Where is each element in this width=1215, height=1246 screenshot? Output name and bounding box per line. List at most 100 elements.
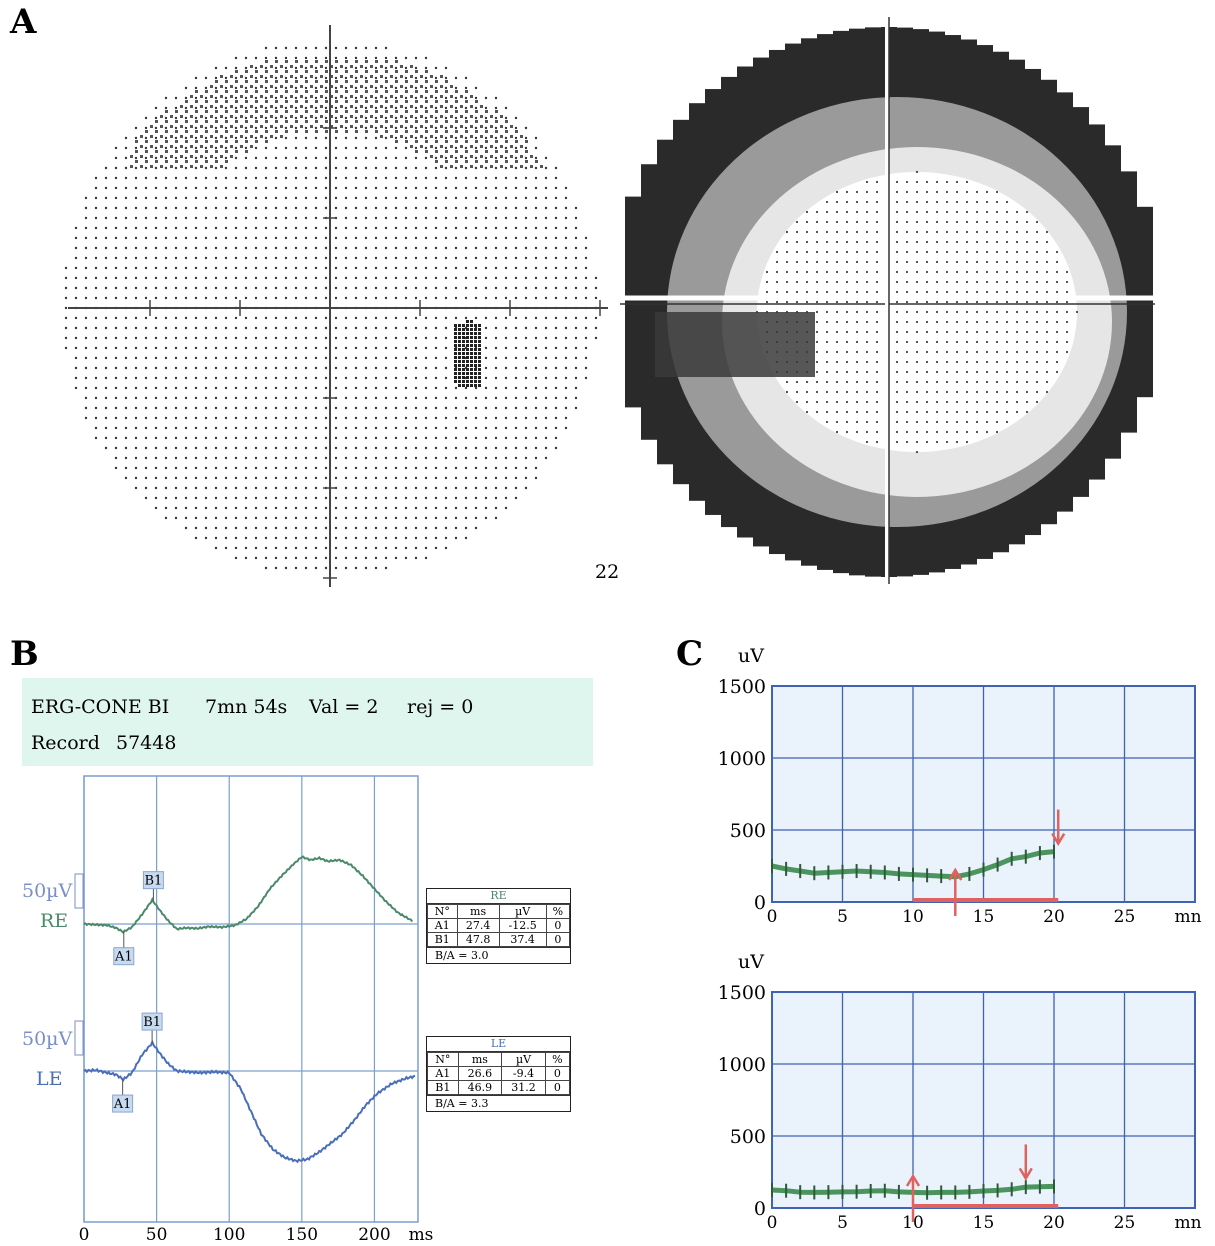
field-dot bbox=[534, 416, 538, 420]
visual-field-right bbox=[620, 17, 1155, 584]
field-dot bbox=[294, 446, 298, 450]
field-dot bbox=[354, 466, 358, 470]
field-dot bbox=[174, 266, 178, 270]
field-dot bbox=[905, 280, 909, 284]
field-dot bbox=[134, 126, 138, 130]
field-dot bbox=[224, 176, 228, 180]
c-x-unit: mn bbox=[1174, 1213, 1201, 1233]
field-dot bbox=[374, 266, 378, 270]
field-dot bbox=[464, 136, 468, 140]
field-dot bbox=[234, 246, 238, 250]
field-dot bbox=[234, 196, 238, 200]
field-dot bbox=[204, 106, 208, 110]
field-dot bbox=[124, 216, 128, 220]
field-dot bbox=[935, 420, 939, 424]
field-dot bbox=[584, 336, 588, 340]
field-dot bbox=[454, 506, 458, 510]
field-dot bbox=[324, 186, 328, 190]
field-dot bbox=[795, 240, 799, 244]
field-dot bbox=[304, 486, 308, 490]
field-dot bbox=[284, 436, 288, 440]
field-dot bbox=[114, 336, 118, 340]
field-dot bbox=[514, 156, 518, 160]
table-cell: -9.4 bbox=[501, 1066, 546, 1081]
shade-cell bbox=[500, 125, 503, 128]
shade-cell bbox=[520, 155, 523, 158]
field-dot bbox=[835, 310, 839, 314]
field-dot bbox=[284, 246, 288, 250]
field-dot bbox=[204, 266, 208, 270]
field-dot bbox=[404, 426, 408, 430]
field-dot bbox=[574, 316, 578, 320]
field-dot bbox=[254, 506, 258, 510]
field-dot bbox=[154, 496, 158, 500]
shade-cell bbox=[265, 90, 268, 93]
field-dot bbox=[214, 436, 218, 440]
field-dot bbox=[1055, 320, 1059, 324]
field-dot bbox=[294, 266, 298, 270]
field-dot bbox=[1055, 310, 1059, 314]
field-dot bbox=[314, 176, 318, 180]
shade-cell bbox=[505, 120, 508, 123]
field-dot bbox=[364, 436, 368, 440]
field-dot bbox=[484, 476, 488, 480]
shade-cell bbox=[205, 120, 208, 123]
field-dot bbox=[1045, 380, 1049, 384]
field-dot bbox=[404, 396, 408, 400]
shade-cell bbox=[175, 140, 178, 143]
field-dot bbox=[484, 166, 488, 170]
shade-cell bbox=[465, 100, 468, 103]
field-dot bbox=[314, 56, 318, 60]
field-dot bbox=[294, 376, 298, 380]
field-dot bbox=[324, 356, 328, 360]
field-dot bbox=[314, 466, 318, 470]
field-dot bbox=[254, 206, 258, 210]
field-dot bbox=[204, 226, 208, 230]
field-dot bbox=[194, 276, 198, 280]
field-dot bbox=[444, 136, 448, 140]
field-dot bbox=[414, 426, 418, 430]
field-dot bbox=[544, 176, 548, 180]
shade-cell bbox=[200, 125, 203, 128]
field-dot bbox=[334, 436, 338, 440]
field-dot bbox=[925, 370, 929, 374]
field-dot bbox=[905, 250, 909, 254]
field-dot bbox=[474, 136, 478, 140]
field-dot bbox=[504, 446, 508, 450]
field-dot bbox=[424, 166, 428, 170]
field-dot bbox=[815, 350, 819, 354]
field-dot bbox=[104, 356, 108, 360]
blind-spot-cell bbox=[458, 368, 461, 371]
field-dot bbox=[224, 126, 228, 130]
field-dot bbox=[404, 446, 408, 450]
field-dot bbox=[344, 276, 348, 280]
field-dot bbox=[384, 86, 388, 90]
field-dot bbox=[955, 370, 959, 374]
field-dot bbox=[1015, 340, 1019, 344]
field-dot bbox=[254, 316, 258, 320]
field-dot bbox=[154, 426, 158, 430]
shade-cell bbox=[135, 140, 138, 143]
field-dot bbox=[204, 386, 208, 390]
field-dot bbox=[294, 526, 298, 530]
field-dot bbox=[985, 290, 989, 294]
field-dot bbox=[995, 420, 999, 424]
field-dot bbox=[394, 256, 398, 260]
field-dot bbox=[234, 156, 238, 160]
field-dot bbox=[504, 466, 508, 470]
field-dot bbox=[204, 366, 208, 370]
shade-cell bbox=[255, 90, 258, 93]
field-dot bbox=[424, 116, 428, 120]
blind-spot-cell bbox=[454, 344, 457, 347]
shade-cell bbox=[290, 65, 293, 68]
field-dot bbox=[805, 230, 809, 234]
shade-cell bbox=[525, 140, 528, 143]
field-dot bbox=[554, 316, 558, 320]
field-dot bbox=[154, 326, 158, 330]
field-dot bbox=[304, 416, 308, 420]
field-dot bbox=[104, 286, 108, 290]
blind-spot-cell bbox=[458, 372, 461, 375]
field-dot bbox=[194, 206, 198, 210]
field-dot bbox=[194, 186, 198, 190]
field-dot bbox=[214, 116, 218, 120]
